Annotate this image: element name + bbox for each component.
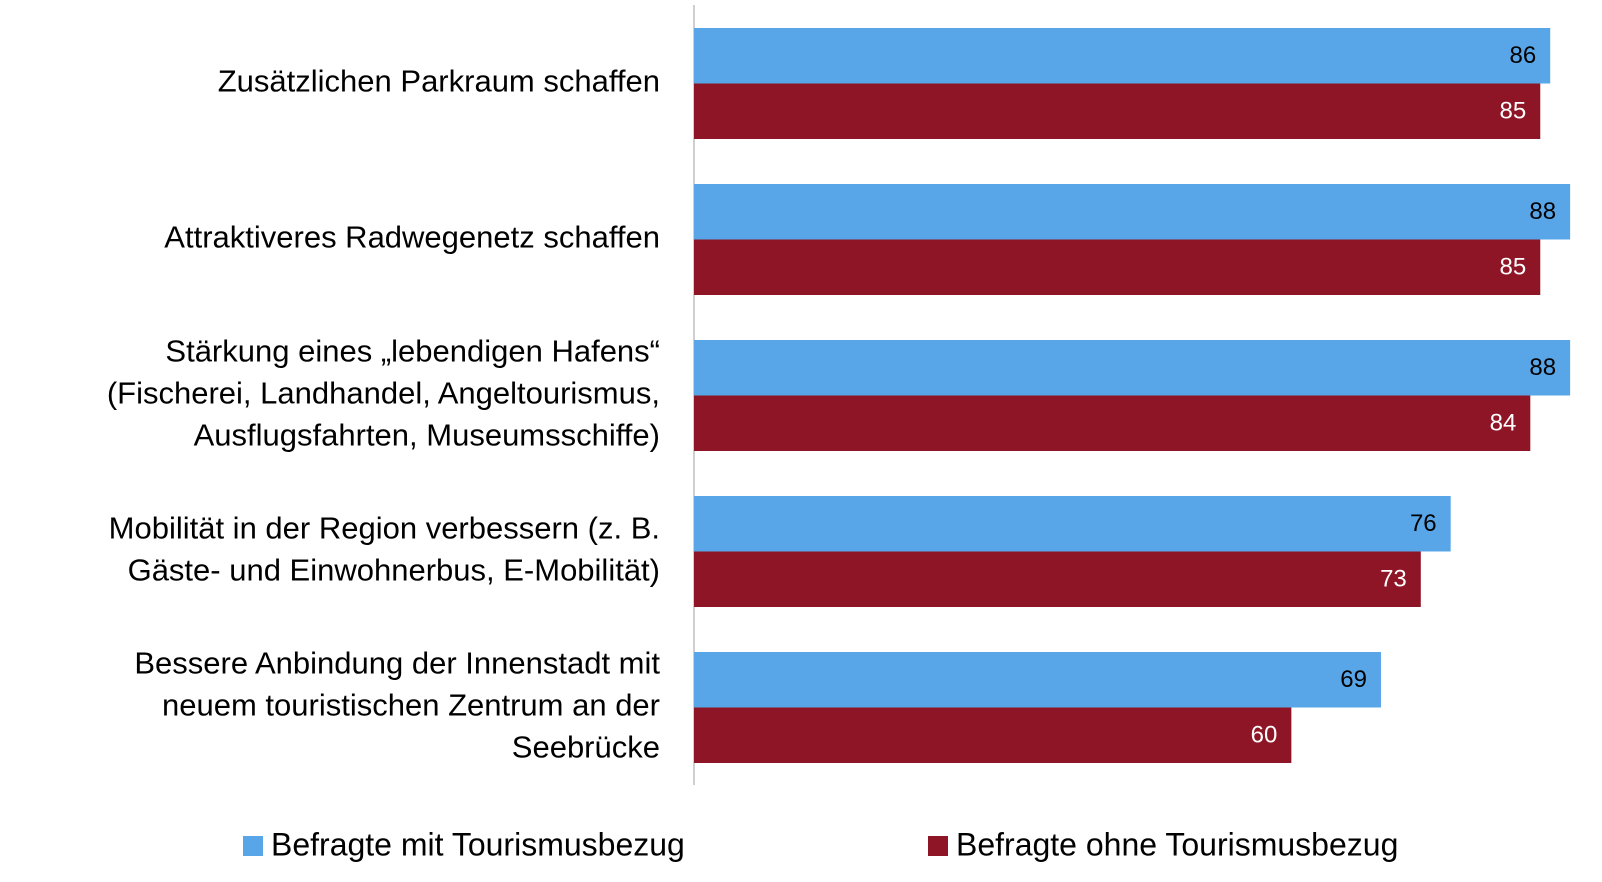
value-label: 85 bbox=[1500, 254, 1527, 281]
bar bbox=[694, 395, 1531, 451]
value-label: 88 bbox=[1529, 354, 1556, 381]
bar bbox=[694, 83, 1541, 139]
legend-label: Befragte mit Tourismusbezug bbox=[271, 826, 685, 862]
category-label: Mobilität in der Region verbessern (z. B… bbox=[109, 511, 660, 588]
value-label: 85 bbox=[1500, 98, 1527, 125]
bar bbox=[694, 28, 1551, 84]
value-label: 60 bbox=[1251, 722, 1278, 749]
value-label: 84 bbox=[1490, 410, 1517, 437]
value-label: 86 bbox=[1510, 42, 1537, 69]
value-label: 69 bbox=[1340, 666, 1367, 693]
bar bbox=[694, 707, 1292, 763]
value-label: 73 bbox=[1380, 566, 1407, 593]
bar bbox=[694, 340, 1571, 396]
category-label: Attraktiveres Radwegenetz schaffen bbox=[164, 220, 660, 255]
category-label: Bessere Anbindung der Innenstadt mit neue… bbox=[134, 646, 660, 765]
bar bbox=[694, 652, 1381, 708]
bar bbox=[694, 184, 1571, 240]
legend-swatch bbox=[928, 836, 948, 856]
category-label: Zusätzlichen Parkraum schaffen bbox=[218, 64, 660, 99]
bar bbox=[694, 551, 1421, 607]
category-label: Stärkung eines „lebendigen Hafens“ (Fisch… bbox=[107, 334, 660, 453]
bar bbox=[694, 496, 1451, 552]
value-label: 76 bbox=[1410, 510, 1437, 537]
legend-swatch bbox=[243, 836, 263, 856]
value-label: 88 bbox=[1529, 198, 1556, 225]
legend-label: Befragte ohne Tourismusbezug bbox=[956, 826, 1398, 862]
bar bbox=[694, 239, 1541, 295]
